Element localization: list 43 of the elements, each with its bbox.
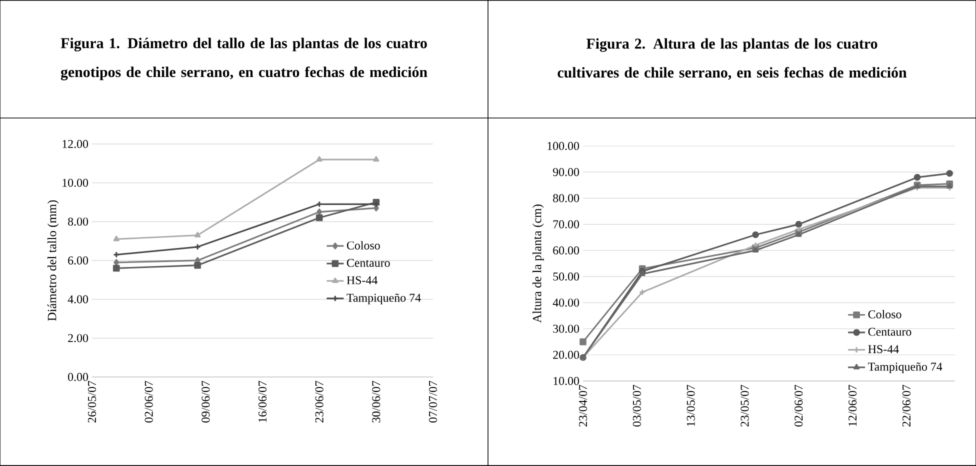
x-tick-label: 23/06/07 <box>315 380 324 422</box>
x-tick-label: 16/06/07 <box>258 380 267 422</box>
x-tick-label: 22/06/07 <box>902 384 911 426</box>
y-tick-label: 30.00 <box>553 324 580 333</box>
y-tick-label: 40.00 <box>552 298 580 307</box>
chart-title: Figura 2. Altura de las plantas de los cuatro cultivares de chile serrano, en seis fechas de medición <box>558 38 907 80</box>
x-tick-label: 02/06/07 <box>794 384 803 427</box>
y-tick-label: 8.00 <box>68 218 88 226</box>
y-axis-title: Diámetro del tallo (mm) <box>47 200 59 321</box>
y-tick-label: 100.00 <box>548 142 580 150</box>
y-tick-label: 2.00 <box>68 334 88 342</box>
x-tick-label: 13/05/07 <box>686 384 695 426</box>
x-tick-label: 12/06/07 <box>848 384 857 426</box>
legend-label: Coloso <box>868 310 902 318</box>
legend-label: Centauro <box>868 328 912 336</box>
y-tick-label: 10.00 <box>554 376 580 386</box>
y-tick-label: 12.00 <box>62 140 88 148</box>
x-tick-label: 23/05/07 <box>740 384 749 426</box>
x-tick-label: 03/05/07 <box>632 384 641 427</box>
x-tick-label: 02/06/07 <box>144 380 153 423</box>
x-tick-label: 23/04/07 <box>578 384 588 426</box>
y-tick-label: 10.00 <box>62 178 88 187</box>
y-tick-label: 4.00 <box>68 295 88 304</box>
y-tick-label: 80.00 <box>553 194 580 202</box>
y-tick-label: 6.00 <box>68 256 88 265</box>
y-tick-label: 70.00 <box>553 220 580 228</box>
legend-label: HS-44 <box>346 276 378 284</box>
legend-label: Coloso <box>346 241 380 250</box>
legend-label: HS-44 <box>868 345 899 354</box>
x-tick-label: 30/06/07 <box>372 380 380 422</box>
x-tick-label: 09/06/07 <box>202 380 210 423</box>
legend-label: Centauro <box>346 258 390 267</box>
y-tick-label: 20.00 <box>553 350 580 359</box>
y-tick-label: 0.00 <box>68 372 88 382</box>
y-tick-label: 60.00 <box>553 246 580 254</box>
y-tick-label: 50.00 <box>553 272 580 281</box>
x-tick-label: 07/07/07 <box>428 380 438 423</box>
y-axis-title: Altura de la planta (cm) <box>532 204 544 323</box>
y-tick-label: 90.00 <box>552 168 580 176</box>
chart-title: Figura 1. Diámetro del tallo de las plantas de los cuatro genotipos de chile serrano, en cuatro fechas de medición <box>60 38 428 80</box>
x-tick-label: 26/05/07 <box>88 380 96 422</box>
legend-label: Tampiqueño 74 <box>868 362 942 374</box>
legend-label: Tampiqueño 74 <box>346 294 421 304</box>
